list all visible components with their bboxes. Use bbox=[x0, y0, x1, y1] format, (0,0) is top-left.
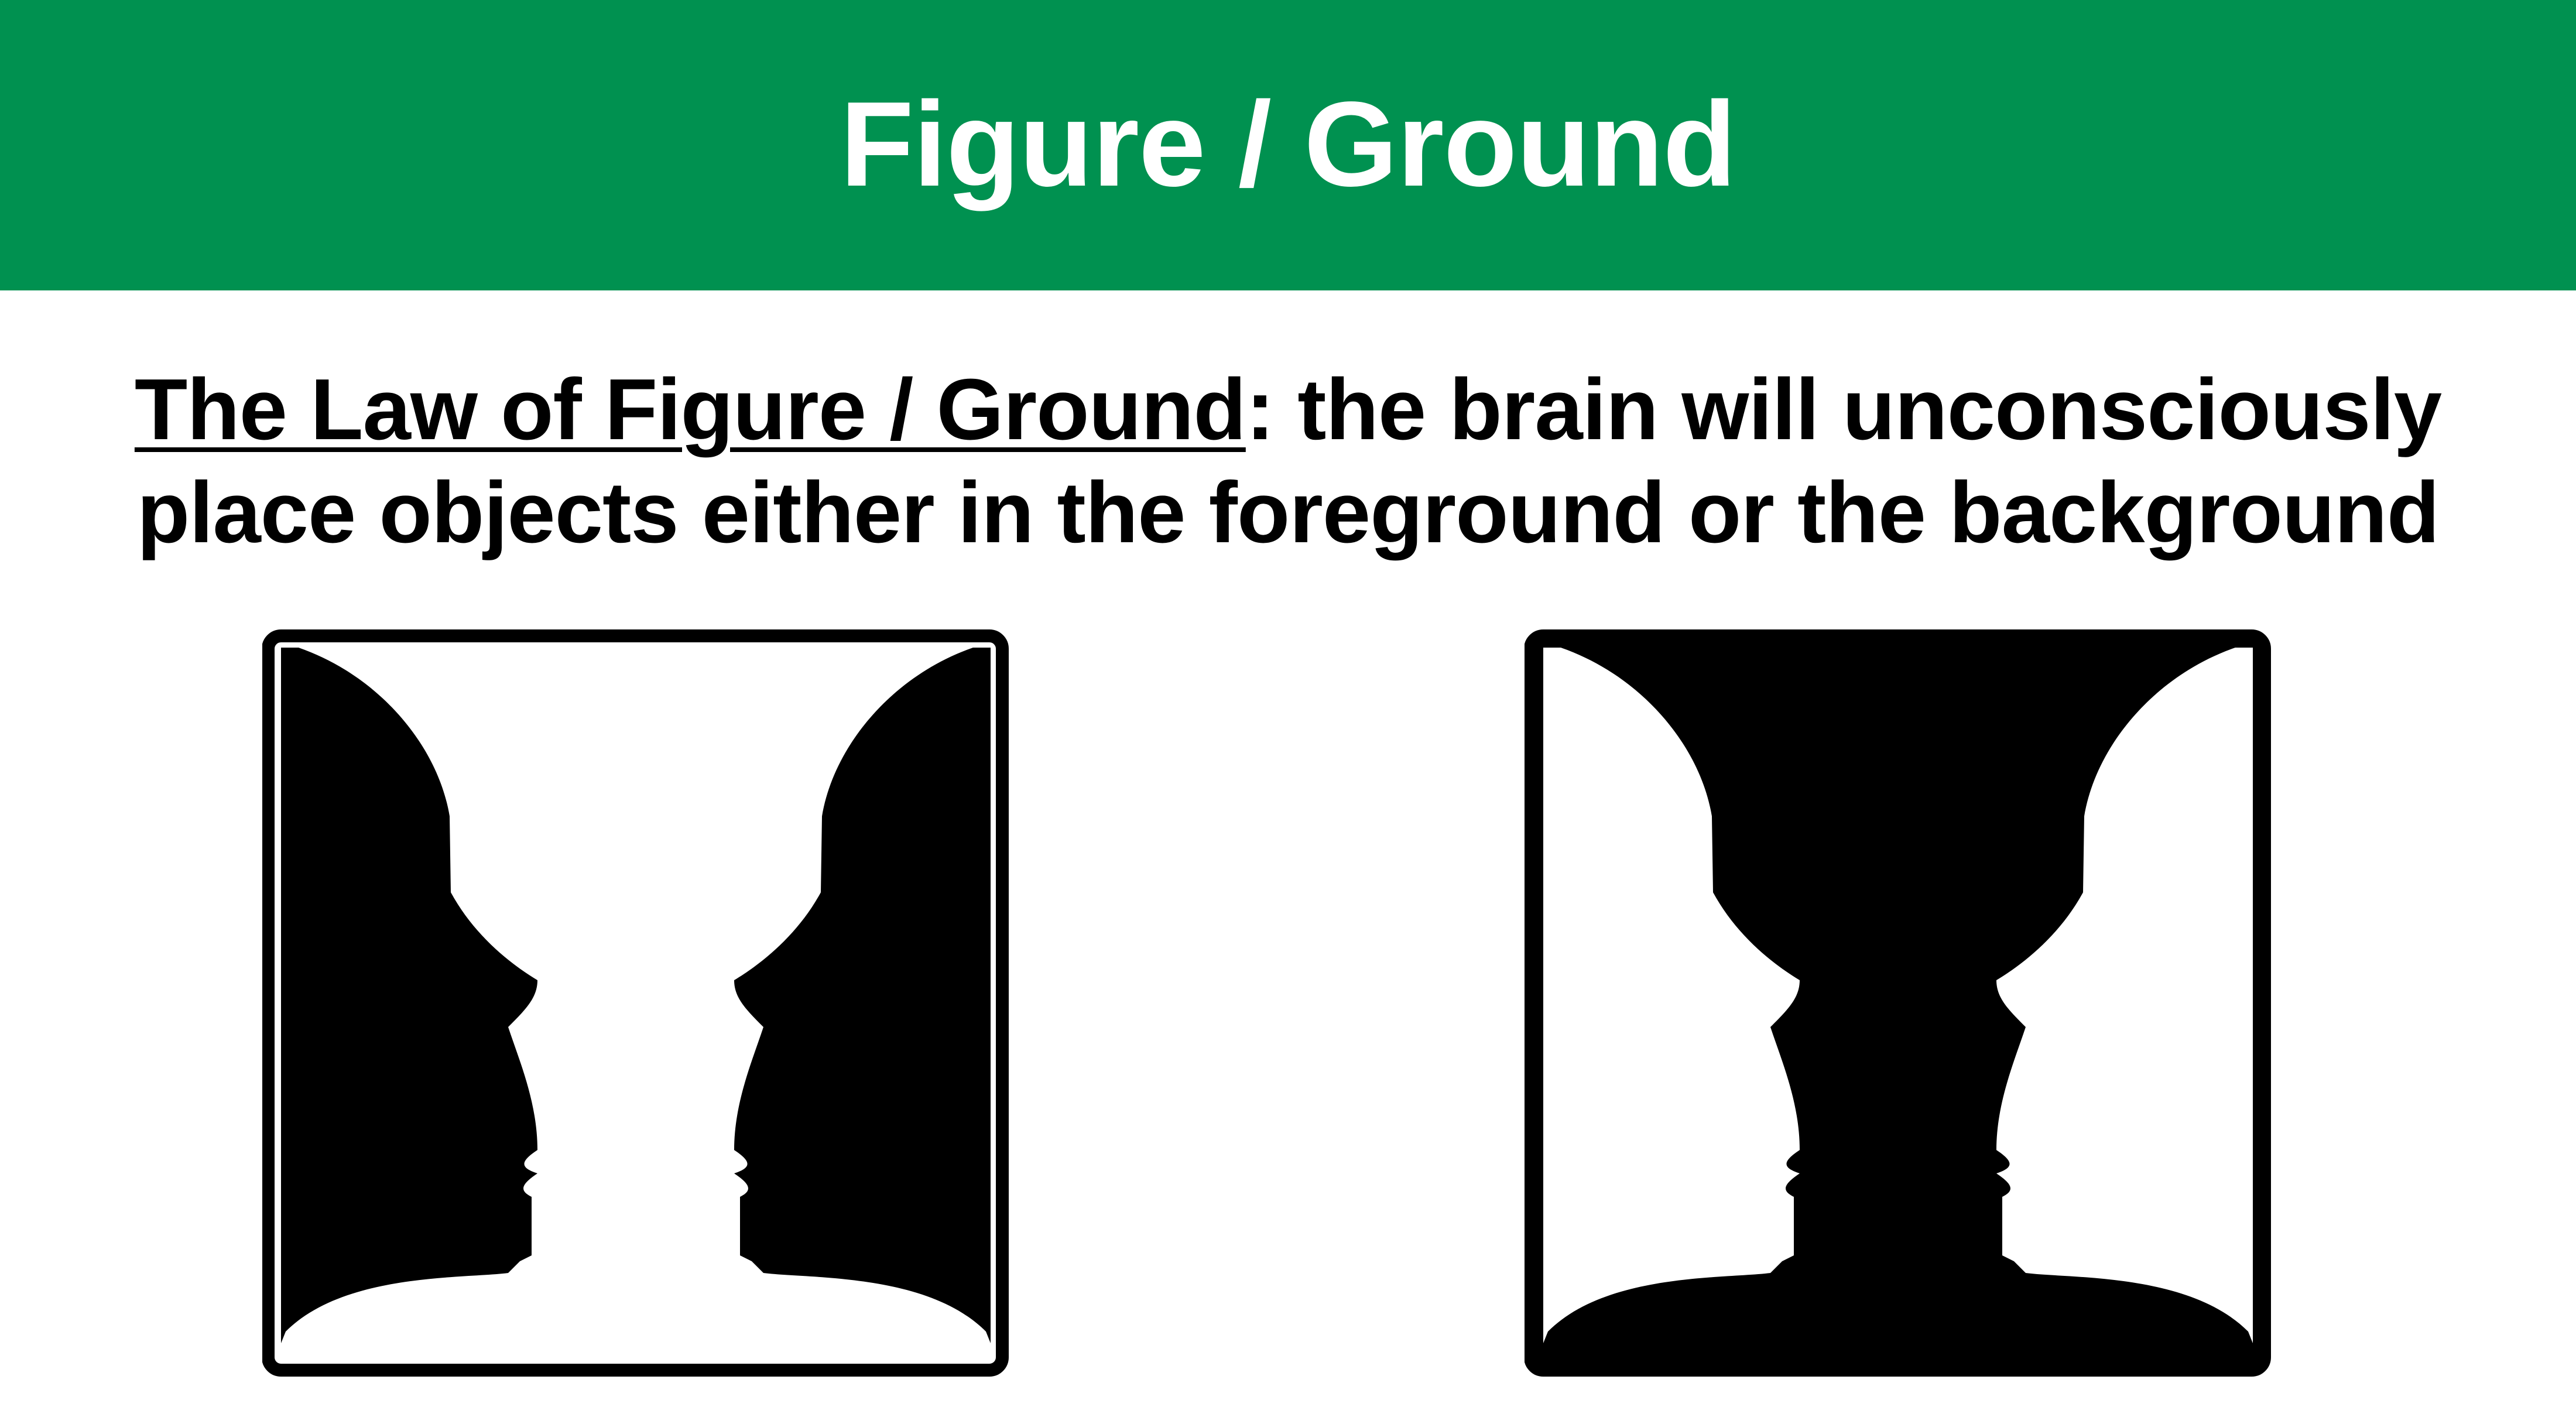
right-face-silhouette bbox=[1996, 648, 2253, 1343]
definition-text: The Law of Figure / Ground: the brain wi… bbox=[100, 358, 2476, 564]
frame bbox=[1525, 629, 2271, 1377]
slide-title: Figure / Ground bbox=[840, 77, 1736, 211]
definition-body: : the brain will unconsciously place obj… bbox=[136, 361, 2442, 561]
left-face-silhouette bbox=[281, 648, 537, 1343]
rubin-vase-left-svg bbox=[262, 629, 1009, 1377]
title-bar: Figure / Ground bbox=[0, 0, 2576, 290]
rubin-vase-black-vase bbox=[1525, 629, 2272, 1378]
right-face-silhouette bbox=[734, 648, 991, 1343]
left-face-silhouette bbox=[1543, 648, 1800, 1343]
rubin-vase-black-faces bbox=[262, 629, 1009, 1378]
definition-term: The Law of Figure / Ground bbox=[134, 361, 1246, 458]
rubin-vase-right-svg bbox=[1525, 629, 2271, 1377]
frame bbox=[262, 629, 1009, 1377]
